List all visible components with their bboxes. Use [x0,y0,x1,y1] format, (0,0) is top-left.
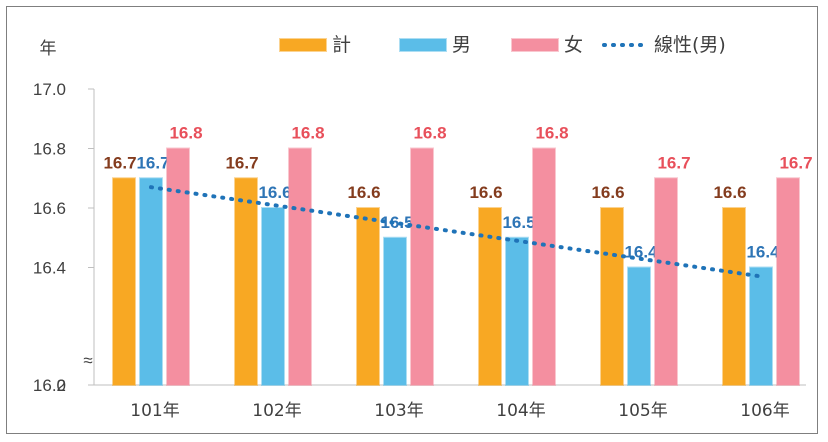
bar [112,177,136,386]
data-label: 16.7 [657,153,690,172]
data-label: 16.6 [469,183,502,202]
data-label: 16.7 [779,153,812,172]
data-label: 16.7 [136,153,169,172]
legend-label: 男 [452,34,471,56]
bar [749,266,773,386]
data-label: 16.7 [103,153,136,172]
legend-swatch [399,38,447,52]
legend-label: 計 [332,34,351,56]
bar [776,177,800,386]
data-label: 16.8 [291,124,324,143]
y-unit-label: 年 [40,39,57,59]
y-axis-break: ≈ [83,351,92,370]
data-label: 16.5 [380,213,413,232]
bar [139,177,163,386]
bar [654,177,678,386]
legend-label: 線性(男) [654,34,726,56]
bar [261,207,285,386]
legend-swatch [511,38,559,52]
y-tick-label: 16.4 [33,259,66,278]
bar [356,207,380,386]
bar [505,236,529,386]
x-category-label: 106年 [740,401,789,421]
data-label: 16.6 [347,183,380,202]
legend-swatch [279,38,327,52]
legend-label: 女 [564,34,583,56]
bar [722,207,746,386]
x-category-label: 105年 [618,401,667,421]
data-label: 16.6 [258,183,291,202]
trendline [149,185,763,279]
data-label: 16.6 [713,183,746,202]
data-label: 16.6 [591,183,624,202]
x-category-label: 102年 [252,401,301,421]
bar [166,147,190,386]
bar [383,236,407,386]
data-label: 16.7 [225,153,258,172]
bar [234,177,258,386]
data-label: 16.5 [502,213,535,232]
y-tick-label: 16.8 [33,140,66,159]
bar [478,207,502,386]
bar [600,207,624,386]
data-label: 16.4 [746,243,780,262]
bar [288,147,312,386]
x-category-label: 101年 [130,401,179,421]
y-tick-label: 16.2 [33,376,66,395]
y-tick-label: 0 [57,376,66,395]
y-tick-label: 17.0 [33,80,66,99]
data-label: 16.8 [535,124,568,143]
x-category-label: 104年 [496,401,545,421]
data-label: 16.8 [413,124,446,143]
data-label: 16.8 [169,124,202,143]
bar [410,147,434,386]
y-tick-label: 16.6 [33,199,66,218]
bar [532,147,556,386]
bar [627,266,651,386]
x-category-label: 103年 [374,401,423,421]
